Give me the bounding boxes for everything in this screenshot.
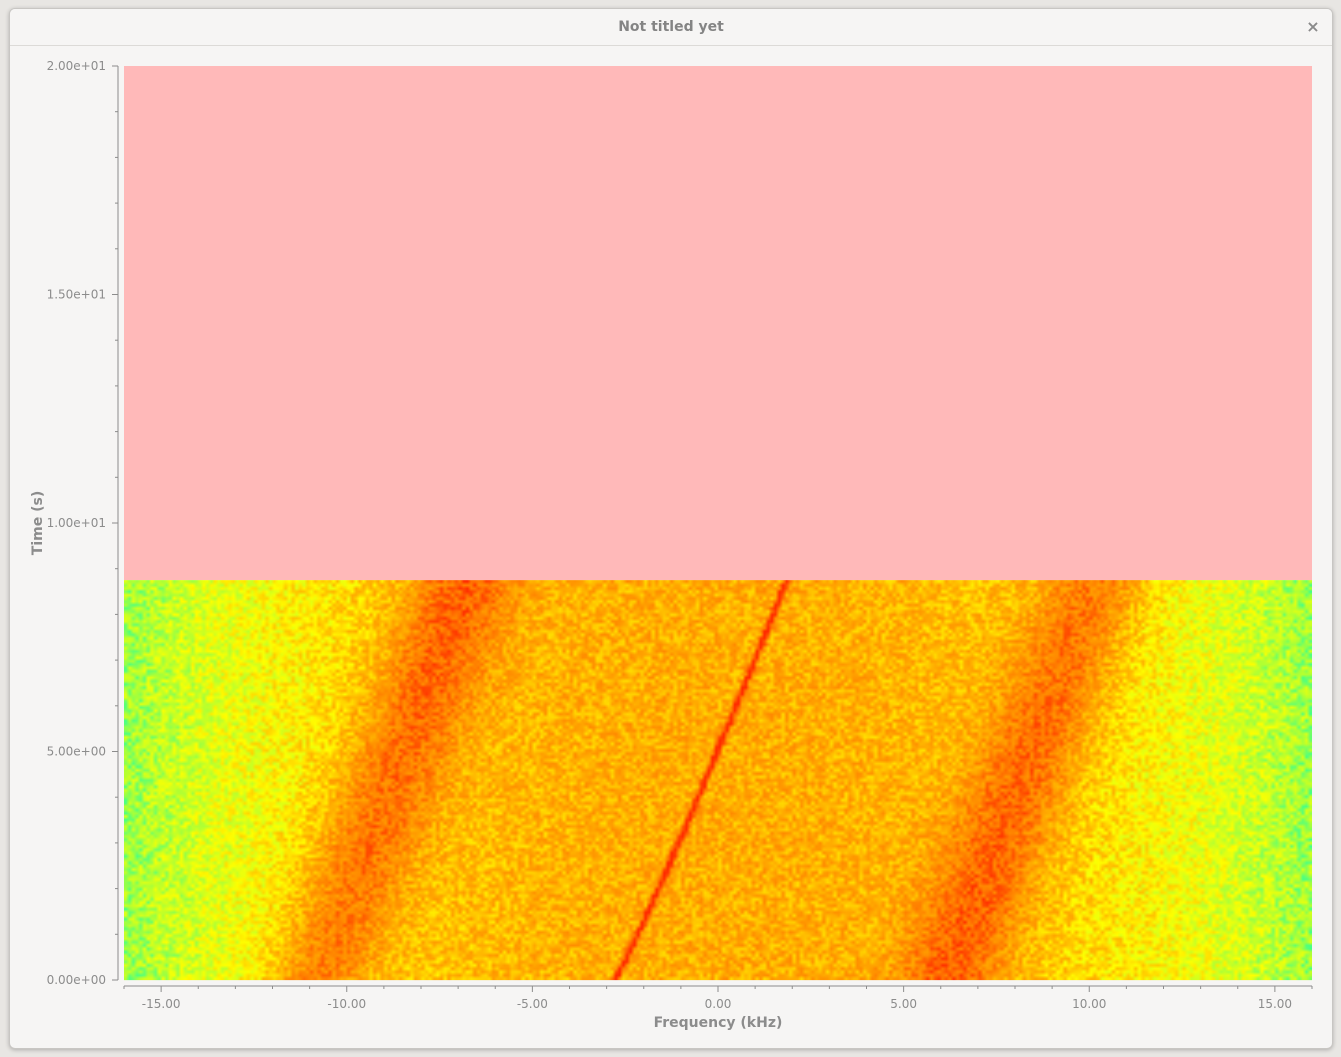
- x-tick-label: 15.00: [1258, 997, 1292, 1011]
- x-tick-label: 10.00: [1072, 997, 1106, 1011]
- x-tick-label: 0.00: [705, 997, 732, 1011]
- close-icon[interactable]: ×: [1306, 17, 1320, 36]
- y-tick-label: 1.50e+01: [47, 288, 106, 302]
- y-axis-label: Time (s): [30, 491, 46, 555]
- y-tick-label: 5.00e+00: [47, 745, 106, 759]
- x-tick-label: -15.00: [142, 997, 181, 1011]
- y-tick-label: 1.00e+01: [47, 516, 106, 530]
- x-axis-label: Frequency (kHz): [654, 1015, 783, 1031]
- x-tick-label: -10.00: [327, 997, 366, 1011]
- y-tick-label: 2.00e+01: [47, 59, 106, 73]
- y-tick-label: 0.00e+00: [47, 973, 106, 987]
- window-title: Not titled yet: [618, 19, 724, 35]
- x-tick-label: -5.00: [517, 997, 548, 1011]
- x-tick-label: 5.00: [890, 997, 917, 1011]
- axes: -15.00 -10.00 -5.00 0.00 5.00 10.00 15.00 0.00e…: [47, 59, 1313, 1011]
- spectrogram-image: [124, 580, 1312, 981]
- no-data-region: [124, 66, 1312, 581]
- title-bar: Not titled yet ×: [10, 9, 1332, 46]
